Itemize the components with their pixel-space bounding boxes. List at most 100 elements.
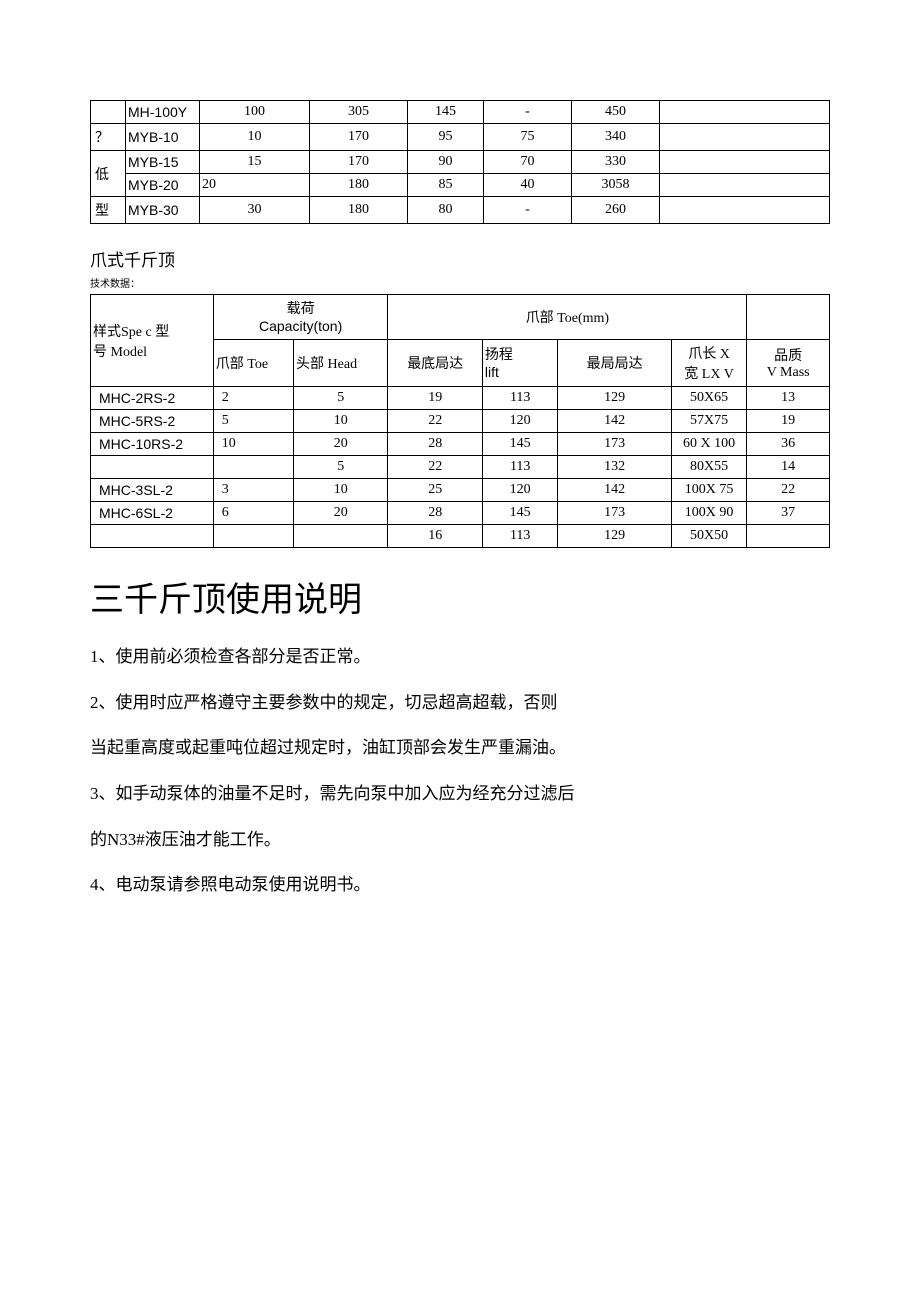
value-cell: 10 (213, 433, 293, 456)
model-cell: MHC-5RS-2 (91, 410, 214, 433)
table-row: 52211313280X5514 (91, 456, 830, 479)
value-cell: 28 (388, 433, 482, 456)
model-cell: MHC-3SL-2 (91, 479, 214, 502)
value-cell: 85 (408, 174, 484, 197)
value-cell: 95 (408, 124, 484, 151)
header-col5: 最局局达 (558, 340, 671, 387)
value-cell: 260 (572, 197, 660, 224)
value-cell: 132 (558, 456, 671, 479)
value-cell: 22 (747, 479, 830, 502)
value-cell: 20 (294, 502, 388, 525)
specs-table-1: MH-100Y100305145-450？MYB-10101709575340低… (90, 100, 830, 224)
table-row: MHC-2RS-2251911312950X6513 (91, 387, 830, 410)
paragraph: 3、如手动泵体的油量不足时，需先向泵中加入应为经充分过滤后 (90, 776, 830, 812)
side-label: 型 (91, 197, 126, 224)
value-cell: 340 (572, 124, 660, 151)
model-cell (91, 456, 214, 479)
value-cell: 173 (558, 502, 671, 525)
value-cell (660, 174, 830, 197)
model-cell: MYB-20 (126, 174, 200, 197)
value-cell: 50X65 (671, 387, 747, 410)
value-cell: 19 (388, 387, 482, 410)
header-toe-sub: 爪部 Toe (213, 340, 293, 387)
value-cell: 120 (482, 410, 558, 433)
model-cell: MYB-15 (126, 151, 200, 174)
value-cell: 145 (482, 433, 558, 456)
header-col7: 品质 V Mass (747, 340, 830, 387)
side-label: ？ (91, 124, 126, 151)
table-row: 1611312950X50 (91, 525, 830, 548)
usage-heading: 三千斤顶使用说明 (90, 572, 830, 621)
value-cell (660, 197, 830, 224)
header-col3: 最底局达 (388, 340, 482, 387)
table-row: MHC-10RS-210202814517360 X 10036 (91, 433, 830, 456)
value-cell: 50X50 (671, 525, 747, 548)
value-cell: 142 (558, 410, 671, 433)
value-cell: 100 (200, 101, 310, 124)
value-cell: 173 (558, 433, 671, 456)
value-cell: 22 (388, 410, 482, 433)
value-cell: 330 (572, 151, 660, 174)
header-col6: 爪长 X 宽 LX V (671, 340, 747, 387)
value-cell: 3058 (572, 174, 660, 197)
value-cell: 14 (747, 456, 830, 479)
header-model: 样式Spe c 型 号 Model (91, 295, 214, 387)
header-head-sub: 头部 Head (294, 340, 388, 387)
value-cell: 10 (294, 479, 388, 502)
value-cell: 113 (482, 456, 558, 479)
value-cell: 100X 90 (671, 502, 747, 525)
value-cell: 80 (408, 197, 484, 224)
table-row: ？MYB-10101709575340 (91, 124, 830, 151)
paragraph: 4、电动泵请参照电动泵使用说明书。 (90, 867, 830, 903)
value-cell: 113 (482, 387, 558, 410)
table-row: MHC-6SL-262028145173100X 9037 (91, 502, 830, 525)
table-row: MHC-5RS-25102212014257X7519 (91, 410, 830, 433)
value-cell: 25 (388, 479, 482, 502)
value-cell: 120 (482, 479, 558, 502)
model-cell: MH-100Y (126, 101, 200, 124)
table-row: MYB-202018085403058 (91, 174, 830, 197)
value-cell: 10 (294, 410, 388, 433)
table-row: MHC-3SL-231025120142100X 7522 (91, 479, 830, 502)
value-cell: 113 (482, 525, 558, 548)
value-cell: 40 (484, 174, 572, 197)
header-toe: 爪部 Toe(mm) (388, 295, 747, 340)
value-cell: 170 (310, 124, 408, 151)
value-cell: 180 (310, 197, 408, 224)
table-row: MH-100Y100305145-450 (91, 101, 830, 124)
value-cell: 90 (408, 151, 484, 174)
side-label (91, 101, 126, 124)
value-cell: 3 (213, 479, 293, 502)
value-cell: 13 (747, 387, 830, 410)
header-capacity: 载荷 Capacity(ton) (213, 295, 388, 340)
value-cell: 2 (213, 387, 293, 410)
section-title-claw-jack: 爪式千斤顶 (90, 246, 830, 271)
value-cell: 70 (484, 151, 572, 174)
specs-table-2: 样式Spe c 型 号 Model 载荷 Capacity(ton) 爪部 To… (90, 294, 830, 548)
value-cell: 36 (747, 433, 830, 456)
value-cell: 60 X 100 (671, 433, 747, 456)
value-cell: 142 (558, 479, 671, 502)
value-cell (660, 101, 830, 124)
value-cell: 75 (484, 124, 572, 151)
value-cell (294, 525, 388, 548)
table-row: 型MYB-303018080-260 (91, 197, 830, 224)
value-cell: 80X55 (671, 456, 747, 479)
header-col4: 扬程 lift (482, 340, 558, 387)
value-cell: 145 (482, 502, 558, 525)
value-cell: 30 (200, 197, 310, 224)
paragraph: 1、使用前必须检查各部分是否正常。 (90, 639, 830, 675)
paragraph: 当起重高度或起重吨位超过规定时，油缸顶部会发生严重漏油。 (90, 730, 830, 766)
tech-data-label: 技术数据： (90, 275, 830, 290)
value-cell: 100X 75 (671, 479, 747, 502)
value-cell (660, 124, 830, 151)
usage-paragraphs: 1、使用前必须检查各部分是否正常。2、使用时应严格遵守主要参数中的规定，切忌超高… (90, 639, 830, 903)
table-row: 低MYB-15151709070330 (91, 151, 830, 174)
value-cell: 15 (200, 151, 310, 174)
value-cell: 5 (213, 410, 293, 433)
value-cell: 5 (294, 387, 388, 410)
value-cell: 180 (310, 174, 408, 197)
value-cell: 450 (572, 101, 660, 124)
value-cell: 20 (294, 433, 388, 456)
value-cell (747, 525, 830, 548)
